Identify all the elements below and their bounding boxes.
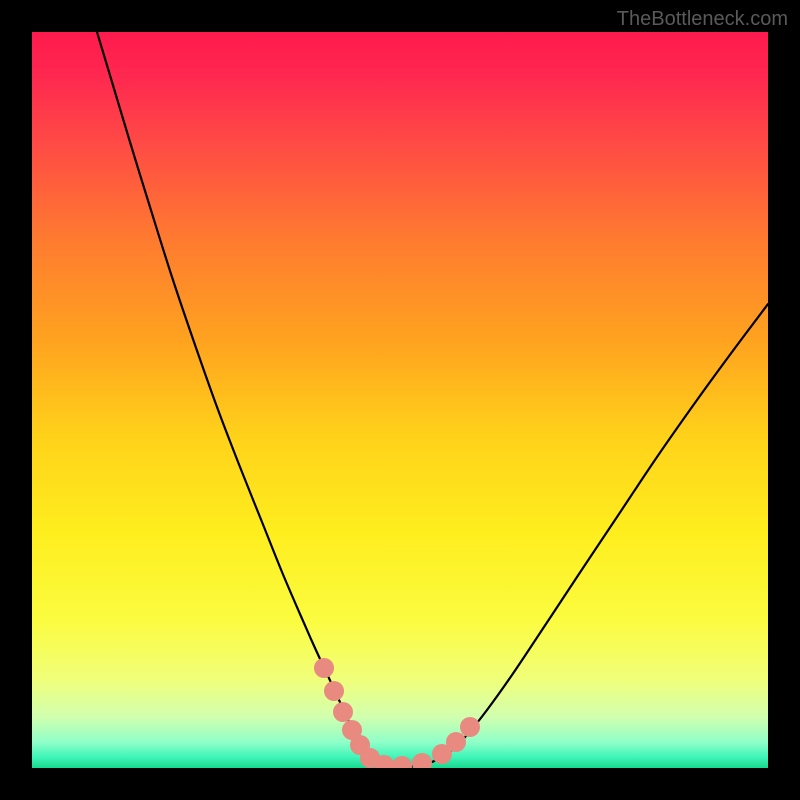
highlight-dot bbox=[412, 753, 432, 768]
chart-plot-area bbox=[32, 32, 768, 768]
highlight-dot bbox=[446, 732, 466, 752]
left-curve bbox=[97, 32, 392, 768]
highlight-dot bbox=[392, 756, 412, 768]
highlight-dot bbox=[460, 717, 480, 737]
right-curve bbox=[392, 304, 768, 768]
highlight-dot bbox=[333, 702, 353, 722]
curve-overlay bbox=[32, 32, 768, 768]
watermark-label: TheBottleneck.com bbox=[617, 8, 788, 31]
highlight-dot bbox=[324, 681, 344, 701]
highlight-dot bbox=[314, 658, 334, 678]
